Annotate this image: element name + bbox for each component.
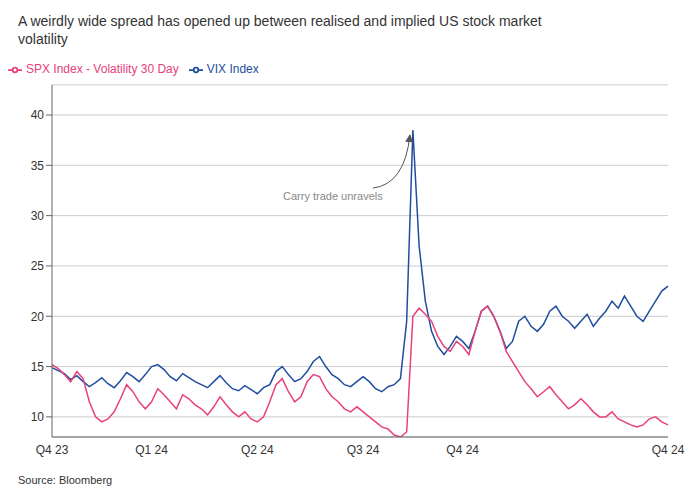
svg-text:10: 10 [31, 410, 45, 424]
svg-text:35: 35 [31, 159, 45, 173]
svg-text:Q4 24: Q4 24 [446, 443, 479, 457]
svg-text:25: 25 [31, 259, 45, 273]
svg-text:Q4 23: Q4 23 [36, 443, 69, 457]
svg-text:Q4 24: Q4 24 [652, 443, 685, 457]
svg-text:15: 15 [31, 360, 45, 374]
html-text:A weirdly wide spread has open: A weirdly wide spread has opened up betw… [18, 13, 542, 47]
svg-text:40: 40 [31, 108, 45, 122]
html-text:Source: Bloomberg: Source: Bloomberg [18, 474, 113, 486]
svg-text:Carry trade unravels: Carry trade unravels [283, 190, 383, 202]
svg-text:Q3 24: Q3 24 [347, 443, 380, 457]
html-text:SPX Index - Volatility 30 Day: SPX Index - Volatility 30 Day [26, 62, 179, 76]
svg-text:20: 20 [31, 310, 45, 324]
svg-text:Q1 24: Q1 24 [135, 443, 168, 457]
svg-text:30: 30 [31, 209, 45, 223]
svg-text:Q2 24: Q2 24 [241, 443, 274, 457]
html-text:VIX Index: VIX Index [206, 62, 259, 76]
